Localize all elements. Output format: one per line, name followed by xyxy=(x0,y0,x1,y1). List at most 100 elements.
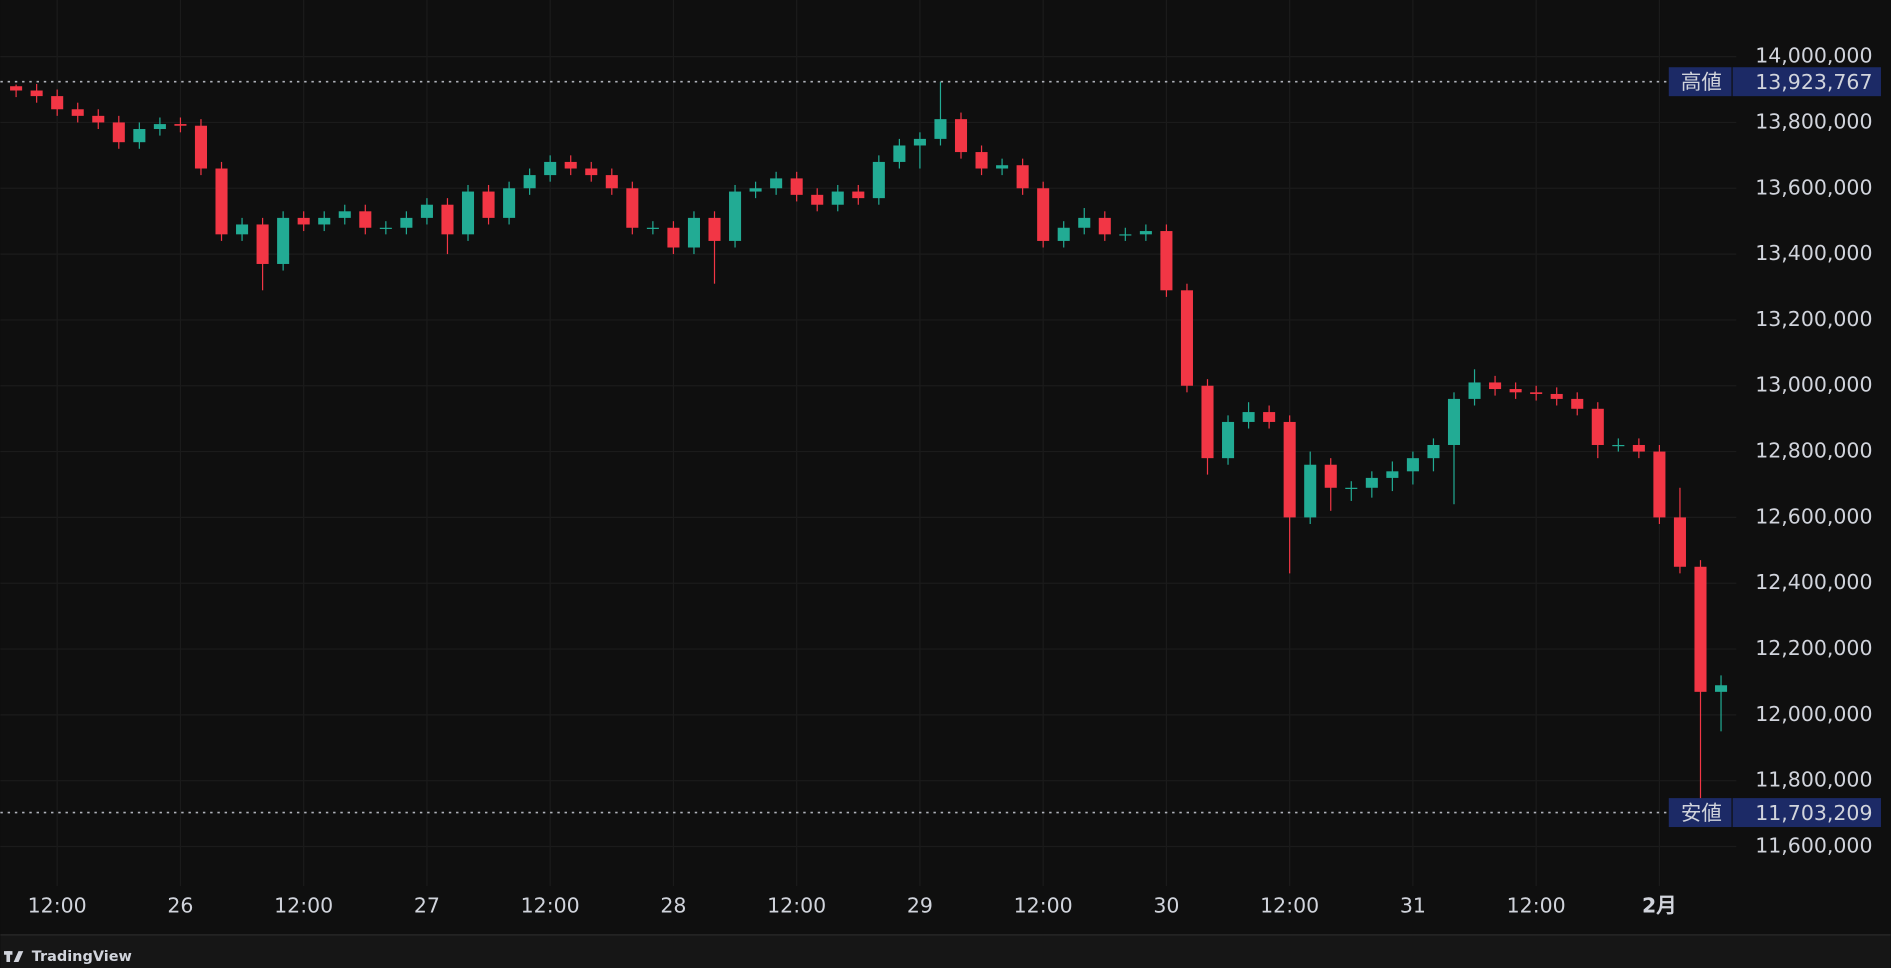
candle-body xyxy=(1037,188,1050,241)
candle-body xyxy=(51,96,64,110)
candle-body xyxy=(790,178,803,195)
candle-body xyxy=(1406,458,1419,472)
candle-body xyxy=(482,191,495,218)
candle-body xyxy=(1550,393,1563,399)
y-tick-label: 13,400,000 xyxy=(1755,241,1872,265)
candle-body xyxy=(954,119,968,153)
candle-body xyxy=(1242,412,1255,422)
y-tick-label: 11,600,000 xyxy=(1755,834,1872,858)
candle-body xyxy=(441,204,454,235)
candle-body xyxy=(708,217,721,241)
candle-body xyxy=(1078,217,1091,228)
y-tick-label: 13,800,000 xyxy=(1755,109,1872,133)
footer-bar xyxy=(0,935,1891,968)
candle-body xyxy=(297,217,310,225)
extreme-label: 安値 xyxy=(1681,801,1722,825)
candle-body xyxy=(975,152,988,169)
y-tick-label: 11,800,000 xyxy=(1755,768,1872,792)
candle-body xyxy=(174,124,187,126)
x-tick-label: 12:00 xyxy=(274,894,333,918)
candle-body xyxy=(893,145,906,162)
y-tick-label: 12,800,000 xyxy=(1755,439,1872,463)
y-tick-label: 12,000,000 xyxy=(1755,702,1872,726)
candle-body xyxy=(667,227,680,248)
candle-body xyxy=(153,124,166,130)
candle-body xyxy=(1160,231,1173,291)
candle-body xyxy=(1447,398,1461,445)
candle-body xyxy=(338,211,351,218)
candle-body xyxy=(913,138,926,146)
candle-body xyxy=(10,86,23,91)
candle-body xyxy=(30,90,43,97)
x-tick-label: 27 xyxy=(414,894,440,918)
candle-body xyxy=(1345,487,1358,489)
candle-body xyxy=(256,224,269,264)
extreme-label: 高値 xyxy=(1681,70,1722,94)
candle-body xyxy=(194,125,207,169)
x-tick-label: 12:00 xyxy=(521,894,580,918)
candle-body xyxy=(605,175,618,189)
candle-body xyxy=(1468,382,1481,399)
candle-body xyxy=(420,204,433,218)
candle-body xyxy=(564,161,577,169)
x-tick-label: 29 xyxy=(907,894,933,918)
candle-body xyxy=(1365,477,1378,488)
candle-body xyxy=(1509,389,1522,393)
candle-body xyxy=(1591,408,1604,445)
candle-body xyxy=(749,188,762,192)
candle-body xyxy=(236,224,249,235)
candle-body xyxy=(996,165,1009,169)
extreme-value: 11,703,209 xyxy=(1755,801,1872,825)
candle-body xyxy=(626,188,639,228)
candle-body xyxy=(852,191,865,199)
y-tick-label: 12,400,000 xyxy=(1755,570,1872,594)
brand-logo xyxy=(4,951,24,962)
brand-name: TradingView xyxy=(32,949,132,965)
candle-body xyxy=(318,217,331,225)
candle-body xyxy=(215,168,228,235)
x-tick-label: 2月 xyxy=(1642,894,1677,918)
extreme-value: 13,923,767 xyxy=(1755,70,1872,94)
candle-body xyxy=(523,175,536,189)
candle-body xyxy=(1530,392,1543,394)
candle-body xyxy=(379,227,392,229)
candle-body xyxy=(503,188,516,218)
candle-body xyxy=(872,161,885,199)
candle-body xyxy=(646,227,659,229)
candle-body xyxy=(112,122,125,143)
candle-body xyxy=(1201,385,1214,459)
candle-body xyxy=(1180,290,1193,386)
candle-body xyxy=(1612,444,1625,447)
candle-body xyxy=(359,211,372,228)
candle-body xyxy=(687,217,700,248)
candle-body xyxy=(585,168,598,176)
y-tick-label: 14,000,000 xyxy=(1755,44,1872,68)
x-tick-label: 31 xyxy=(1400,894,1426,918)
x-tick-label: 12:00 xyxy=(1507,894,1566,918)
candle-body xyxy=(1098,217,1111,235)
candle-body xyxy=(1489,382,1502,390)
x-tick-label: 12:00 xyxy=(28,894,87,918)
y-tick-label: 12,200,000 xyxy=(1755,636,1872,660)
candle-body xyxy=(1304,464,1317,518)
candle-body xyxy=(1386,471,1399,478)
candle-body xyxy=(1016,165,1029,189)
x-tick-label: 26 xyxy=(167,894,193,918)
candle-body xyxy=(461,191,475,235)
candle-body xyxy=(71,109,84,116)
x-tick-label: 12:00 xyxy=(1260,894,1319,918)
x-tick-label: 28 xyxy=(660,894,686,918)
candle-body xyxy=(934,119,947,139)
candle-body xyxy=(1694,566,1707,692)
extreme-label-box xyxy=(1668,67,1732,97)
candle-body xyxy=(1139,231,1152,235)
candle-body xyxy=(544,161,557,176)
x-tick-label: 12:00 xyxy=(767,894,826,918)
candle-body xyxy=(92,115,105,123)
candle-body xyxy=(1653,451,1666,518)
y-tick-label: 12,600,000 xyxy=(1755,504,1872,528)
candle-body xyxy=(1119,234,1132,236)
candle-body xyxy=(1263,412,1276,422)
candle-body xyxy=(831,191,844,205)
